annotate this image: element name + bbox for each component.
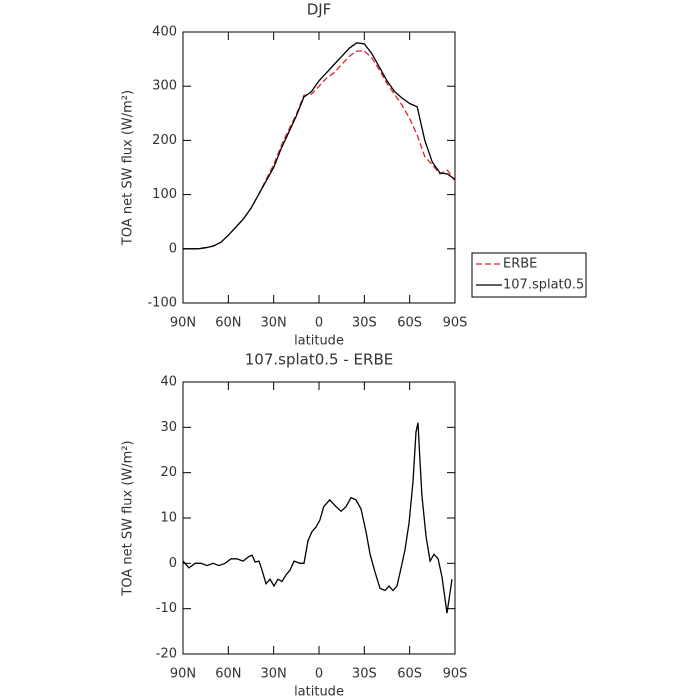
y-tick-label: 10	[160, 511, 177, 526]
x-tick-label: 30S	[352, 667, 377, 682]
y-tick-label: 200	[152, 133, 177, 148]
x-tick-label: 60S	[397, 316, 422, 331]
chart-title: DJF	[307, 1, 332, 19]
y-tick-label: -100	[147, 296, 177, 311]
y-tick-label: 300	[152, 79, 177, 94]
y-axis-label: TOA net SW flux (W/m²)	[121, 440, 136, 596]
x-axis-label: latitude	[294, 334, 344, 349]
y-tick-label: 20	[160, 465, 177, 480]
y-axis-label: TOA net SW flux (W/m²)	[121, 90, 136, 246]
x-tick-label: 90N	[170, 316, 196, 331]
x-tick-label: 60N	[215, 667, 241, 682]
y-tick-label: 0	[169, 241, 177, 256]
x-tick-label: 30N	[261, 316, 287, 331]
y-tick-label: -20	[156, 647, 177, 662]
chart-title: 107.splat0.5 - ERBE	[245, 351, 393, 369]
x-tick-label: 90S	[443, 316, 468, 331]
x-tick-label: 0	[315, 667, 323, 682]
y-tick-label: 30	[160, 420, 177, 435]
legend-label: 107.splat0.5	[503, 278, 584, 293]
x-tick-label: 60S	[397, 667, 422, 682]
y-tick-label: 0	[169, 556, 177, 571]
x-tick-label: 0	[315, 316, 323, 331]
x-tick-label: 90N	[170, 667, 196, 682]
legend-box	[471, 252, 587, 298]
x-tick-label: 90S	[443, 667, 468, 682]
x-axis-label: latitude	[294, 685, 344, 700]
y-tick-label: 400	[152, 25, 177, 40]
plot-frame	[182, 31, 456, 304]
data-line	[182, 422, 453, 614]
y-tick-label: -10	[156, 601, 177, 616]
x-tick-label: 30S	[352, 316, 377, 331]
plot-frame	[182, 381, 456, 655]
y-tick-label: 100	[152, 187, 177, 202]
x-tick-label: 60N	[215, 316, 241, 331]
y-tick-label: 40	[160, 375, 177, 390]
data-line	[183, 42, 456, 250]
legend-label: ERBE	[503, 257, 537, 272]
x-tick-label: 30N	[261, 667, 287, 682]
